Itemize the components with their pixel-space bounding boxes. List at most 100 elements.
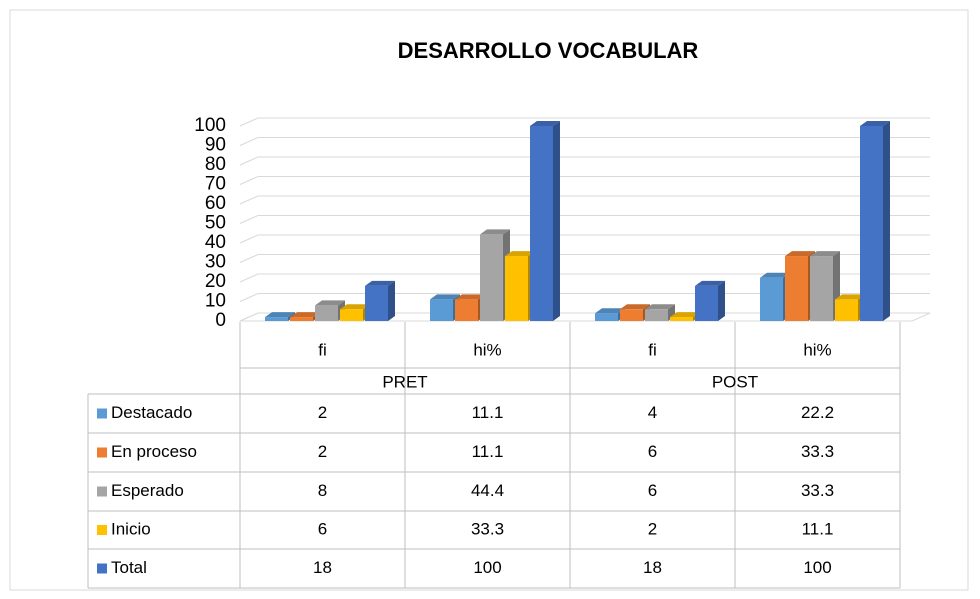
bar-side bbox=[883, 121, 890, 321]
table-value: 44.4 bbox=[471, 481, 504, 500]
bar bbox=[455, 299, 478, 321]
legend-label: Esperado bbox=[111, 481, 184, 500]
bar bbox=[505, 256, 528, 321]
bar bbox=[265, 317, 288, 321]
bar bbox=[430, 299, 453, 321]
bar bbox=[365, 285, 388, 321]
bar bbox=[860, 126, 883, 321]
bar-top bbox=[315, 300, 345, 306]
legend-swatch bbox=[97, 447, 107, 458]
y-tick-label: 30 bbox=[205, 252, 226, 273]
y-tick-label: 0 bbox=[215, 310, 226, 331]
bar-top bbox=[365, 280, 395, 286]
bar bbox=[785, 256, 808, 321]
table-value: 2 bbox=[318, 442, 327, 461]
bar bbox=[595, 313, 618, 321]
table-value: 33.3 bbox=[801, 481, 834, 500]
grid-line bbox=[239, 215, 930, 224]
y-tick-label: 100 bbox=[194, 115, 226, 136]
table-value: 100 bbox=[473, 558, 501, 577]
bar-top bbox=[860, 121, 890, 126]
legend-label: Destacado bbox=[111, 403, 192, 422]
grid-line bbox=[239, 234, 930, 244]
bar bbox=[530, 126, 553, 321]
legend-swatch bbox=[97, 563, 107, 574]
legend-label: Total bbox=[111, 558, 147, 577]
bar bbox=[290, 317, 313, 321]
bar bbox=[480, 234, 503, 321]
y-tick-label: 60 bbox=[205, 193, 226, 214]
bar bbox=[810, 256, 833, 321]
grid-line bbox=[239, 176, 930, 185]
bar bbox=[340, 309, 363, 321]
table-value: 4 bbox=[648, 403, 657, 422]
bar-top bbox=[835, 294, 865, 300]
table-value: 100 bbox=[803, 558, 831, 577]
y-tick-label: 70 bbox=[205, 174, 226, 195]
bar-top bbox=[760, 272, 790, 278]
bar-top bbox=[595, 308, 625, 314]
chart-title: DESARROLLO VOCABULAR bbox=[398, 38, 699, 63]
grid-line bbox=[239, 254, 930, 263]
grid-line bbox=[239, 273, 930, 283]
bar-top bbox=[430, 294, 460, 300]
legend-label: En proceso bbox=[111, 442, 197, 461]
legend-swatch bbox=[97, 408, 107, 419]
y-tick-label: 40 bbox=[205, 232, 226, 253]
bar-top bbox=[810, 251, 840, 257]
bar-top bbox=[340, 304, 370, 310]
table-value: 18 bbox=[643, 558, 662, 577]
bar-top bbox=[505, 251, 535, 257]
legend-swatch bbox=[97, 486, 107, 497]
table-value: 33.3 bbox=[471, 519, 504, 538]
bar-top bbox=[620, 304, 650, 310]
bar bbox=[670, 317, 693, 321]
bar bbox=[835, 299, 858, 321]
table-value: 2 bbox=[318, 403, 327, 422]
x-tick-label: fi bbox=[318, 340, 327, 359]
table-value: 22.2 bbox=[801, 403, 834, 422]
bar-top bbox=[785, 251, 815, 257]
group-label: PRET bbox=[382, 372, 427, 391]
bar bbox=[760, 277, 783, 321]
table-value: 6 bbox=[648, 481, 657, 500]
table-value: 11.1 bbox=[472, 403, 504, 422]
grid-line bbox=[239, 117, 930, 127]
x-tick-label: hi% bbox=[473, 340, 501, 359]
bar-top bbox=[670, 312, 700, 318]
bar bbox=[315, 305, 338, 321]
table-value: 6 bbox=[648, 442, 657, 461]
y-tick-label: 90 bbox=[205, 135, 226, 156]
x-tick-label: hi% bbox=[803, 340, 831, 359]
y-tick-label: 80 bbox=[205, 154, 226, 175]
bar-top bbox=[695, 280, 725, 286]
y-tick-label: 10 bbox=[205, 291, 226, 312]
bar-top bbox=[290, 312, 320, 318]
bar-top bbox=[265, 312, 295, 318]
legend-label: Inicio bbox=[111, 519, 151, 538]
legend-swatch bbox=[97, 525, 107, 535]
grid-line bbox=[239, 137, 930, 146]
bar bbox=[695, 285, 718, 321]
bar-side bbox=[388, 280, 395, 321]
y-tick-label: 20 bbox=[205, 271, 226, 292]
bar-top bbox=[455, 294, 485, 300]
y-tick-label: 50 bbox=[205, 213, 226, 234]
bar-top bbox=[480, 229, 510, 235]
table-value: 11.1 bbox=[472, 442, 504, 461]
grid-line bbox=[239, 195, 930, 205]
grid-line bbox=[239, 156, 930, 166]
bar bbox=[620, 309, 643, 321]
table-value: 2 bbox=[648, 519, 657, 538]
x-tick-label: fi bbox=[648, 340, 657, 359]
bar-top bbox=[645, 304, 675, 310]
table-value: 18 bbox=[313, 558, 332, 577]
bar-side bbox=[718, 280, 725, 321]
table-value: 8 bbox=[318, 481, 327, 500]
bar-side bbox=[553, 121, 560, 321]
table-value: 33.3 bbox=[801, 442, 834, 461]
table-value: 6 bbox=[318, 519, 327, 538]
bar bbox=[645, 309, 668, 321]
bar-top bbox=[530, 121, 560, 126]
